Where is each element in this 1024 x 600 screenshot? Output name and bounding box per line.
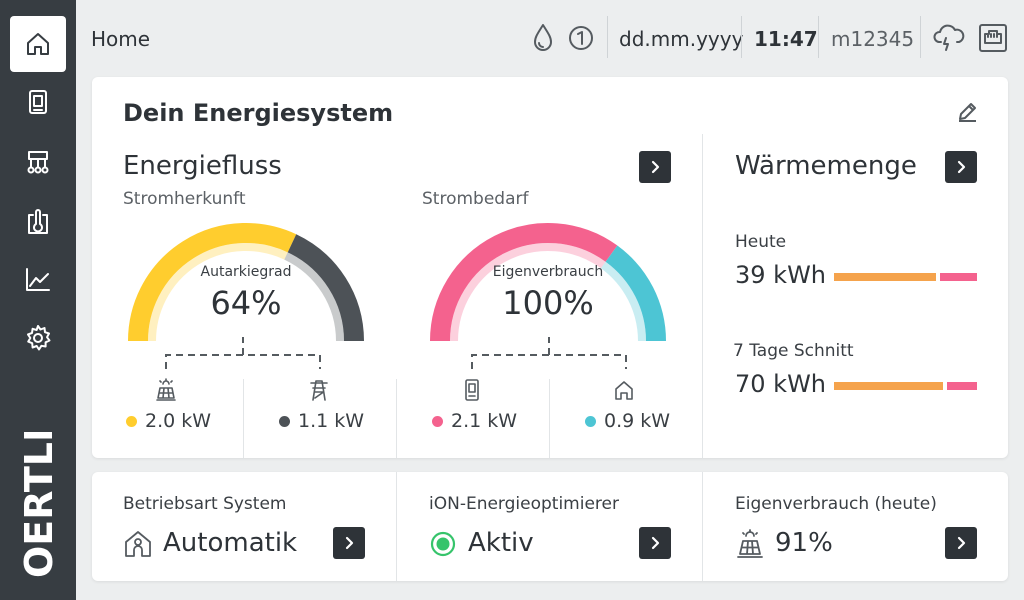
- seven-day-label: 7 Tage Schnitt: [733, 341, 854, 361]
- seven-day-bar-pink: [947, 382, 977, 390]
- flow-connectors: [165, 337, 627, 369]
- sidebar: OERTLI: [0, 0, 76, 600]
- today-bar-pink: [940, 273, 977, 281]
- solar-panel-icon: [735, 529, 765, 563]
- system-icon: [27, 151, 49, 174]
- heat-pump-icon: [460, 378, 484, 406]
- today-bar-orange: [834, 273, 936, 281]
- chevron-right-icon: [957, 160, 966, 174]
- heat-quantity-title: Wärmemenge: [735, 151, 917, 181]
- self-sufficiency-label: Autarkiegrad: [200, 264, 292, 280]
- optimizer-label: iON-Energieoptimierer: [429, 494, 619, 514]
- operating-mode-label: Betriebsart System: [123, 494, 287, 514]
- self-consumption-value: 100%: [502, 284, 594, 322]
- nav-system[interactable]: [10, 134, 66, 190]
- seven-day-bar-orange: [834, 382, 943, 390]
- top-bar: Home dd.mm.yyyy 11:47 m12345: [76, 0, 1024, 76]
- date-display: dd.mm.yyyy: [619, 27, 744, 51]
- chevron-right-icon: [651, 160, 660, 174]
- origin-title: Stromherkunft: [123, 189, 246, 209]
- today-value: 39 kWh: [735, 261, 827, 289]
- chevron-right-icon: [345, 536, 354, 550]
- origin-gauge-inner-left: [148, 243, 288, 342]
- nav-temperature[interactable]: [10, 194, 66, 250]
- demand-gauge-arc-left: [430, 223, 618, 342]
- nav-settings[interactable]: [10, 310, 66, 366]
- operating-mode-value: Automatik: [163, 528, 298, 558]
- ethernet-icon[interactable]: [977, 22, 1009, 58]
- device-icon: [29, 90, 47, 114]
- gear-icon: [27, 325, 51, 351]
- auto-house-icon: [123, 529, 153, 563]
- origin-gauge-inner-right: [284, 252, 344, 342]
- power-grid-icon: [307, 378, 331, 406]
- self-consumption-today-value: 91%: [775, 528, 833, 558]
- time-display: 11:47: [754, 27, 818, 51]
- card-title: Dein Energiesystem: [123, 99, 394, 127]
- heat-quantity-arrow-button[interactable]: [945, 151, 977, 183]
- demand-title: Strombedarf: [422, 189, 529, 209]
- svg-text:OERTLI: OERTLI: [17, 432, 61, 578]
- solar-panel-icon: [154, 378, 178, 406]
- optimizer-arrow-button[interactable]: [639, 527, 671, 559]
- status-card: Betriebsart System Automatik iON-Energie…: [92, 472, 1008, 581]
- chevron-right-icon: [957, 536, 966, 550]
- solar-power-value: 2.0 kW: [126, 410, 211, 432]
- origin-gauge-arc-left: [128, 223, 297, 342]
- thermometer-icon: [28, 209, 48, 234]
- house-power-value: 0.9 kW: [585, 410, 670, 432]
- seven-day-value: 70 kWh: [735, 370, 827, 398]
- active-status-icon: [430, 531, 458, 563]
- optimizer-value: Aktiv: [468, 528, 534, 558]
- water-drop-icon[interactable]: [532, 22, 554, 56]
- grid-power-value: 1.1 kW: [279, 410, 364, 432]
- demand-gauge-arc-right: [605, 245, 666, 342]
- demand-gauge-inner-right: [600, 261, 646, 342]
- home-icon: [27, 33, 49, 55]
- self-consumption-label: Eigenverbrauch: [492, 264, 604, 280]
- nav-statistics[interactable]: [10, 252, 66, 308]
- oertli-logo: OERTLI: [17, 432, 61, 578]
- page-title: Home: [91, 27, 151, 51]
- self-sufficiency-value: 64%: [210, 284, 282, 322]
- device-id: m12345: [831, 27, 915, 51]
- self-sufficiency-gauge: [128, 223, 364, 342]
- energy-flow-arrow-button[interactable]: [639, 151, 671, 183]
- edit-icon[interactable]: [956, 101, 978, 127]
- self-consumption-today-label: Eigenverbrauch (heute): [735, 494, 937, 514]
- nav-device[interactable]: [10, 74, 66, 130]
- self-consumption-gauge: [430, 223, 666, 342]
- house-icon: [612, 378, 636, 406]
- chevron-right-icon: [651, 536, 660, 550]
- self-consumption-arrow-button[interactable]: [945, 527, 977, 559]
- info-one-icon[interactable]: [567, 22, 595, 56]
- energy-system-card: Dein Energiesystem Energiefluss Stromher…: [92, 77, 1008, 458]
- today-label: Heute: [735, 232, 787, 252]
- chart-icon: [26, 268, 50, 291]
- operating-mode-arrow-button[interactable]: [333, 527, 365, 559]
- cloud-connection-icon[interactable]: [932, 22, 966, 56]
- nav-home[interactable]: [10, 16, 66, 72]
- heat-pump-power-value: 2.1 kW: [432, 410, 517, 432]
- energy-flow-title: Energiefluss: [123, 151, 282, 181]
- demand-gauge-inner-left: [450, 243, 606, 342]
- origin-gauge-arc-right: [287, 234, 364, 342]
